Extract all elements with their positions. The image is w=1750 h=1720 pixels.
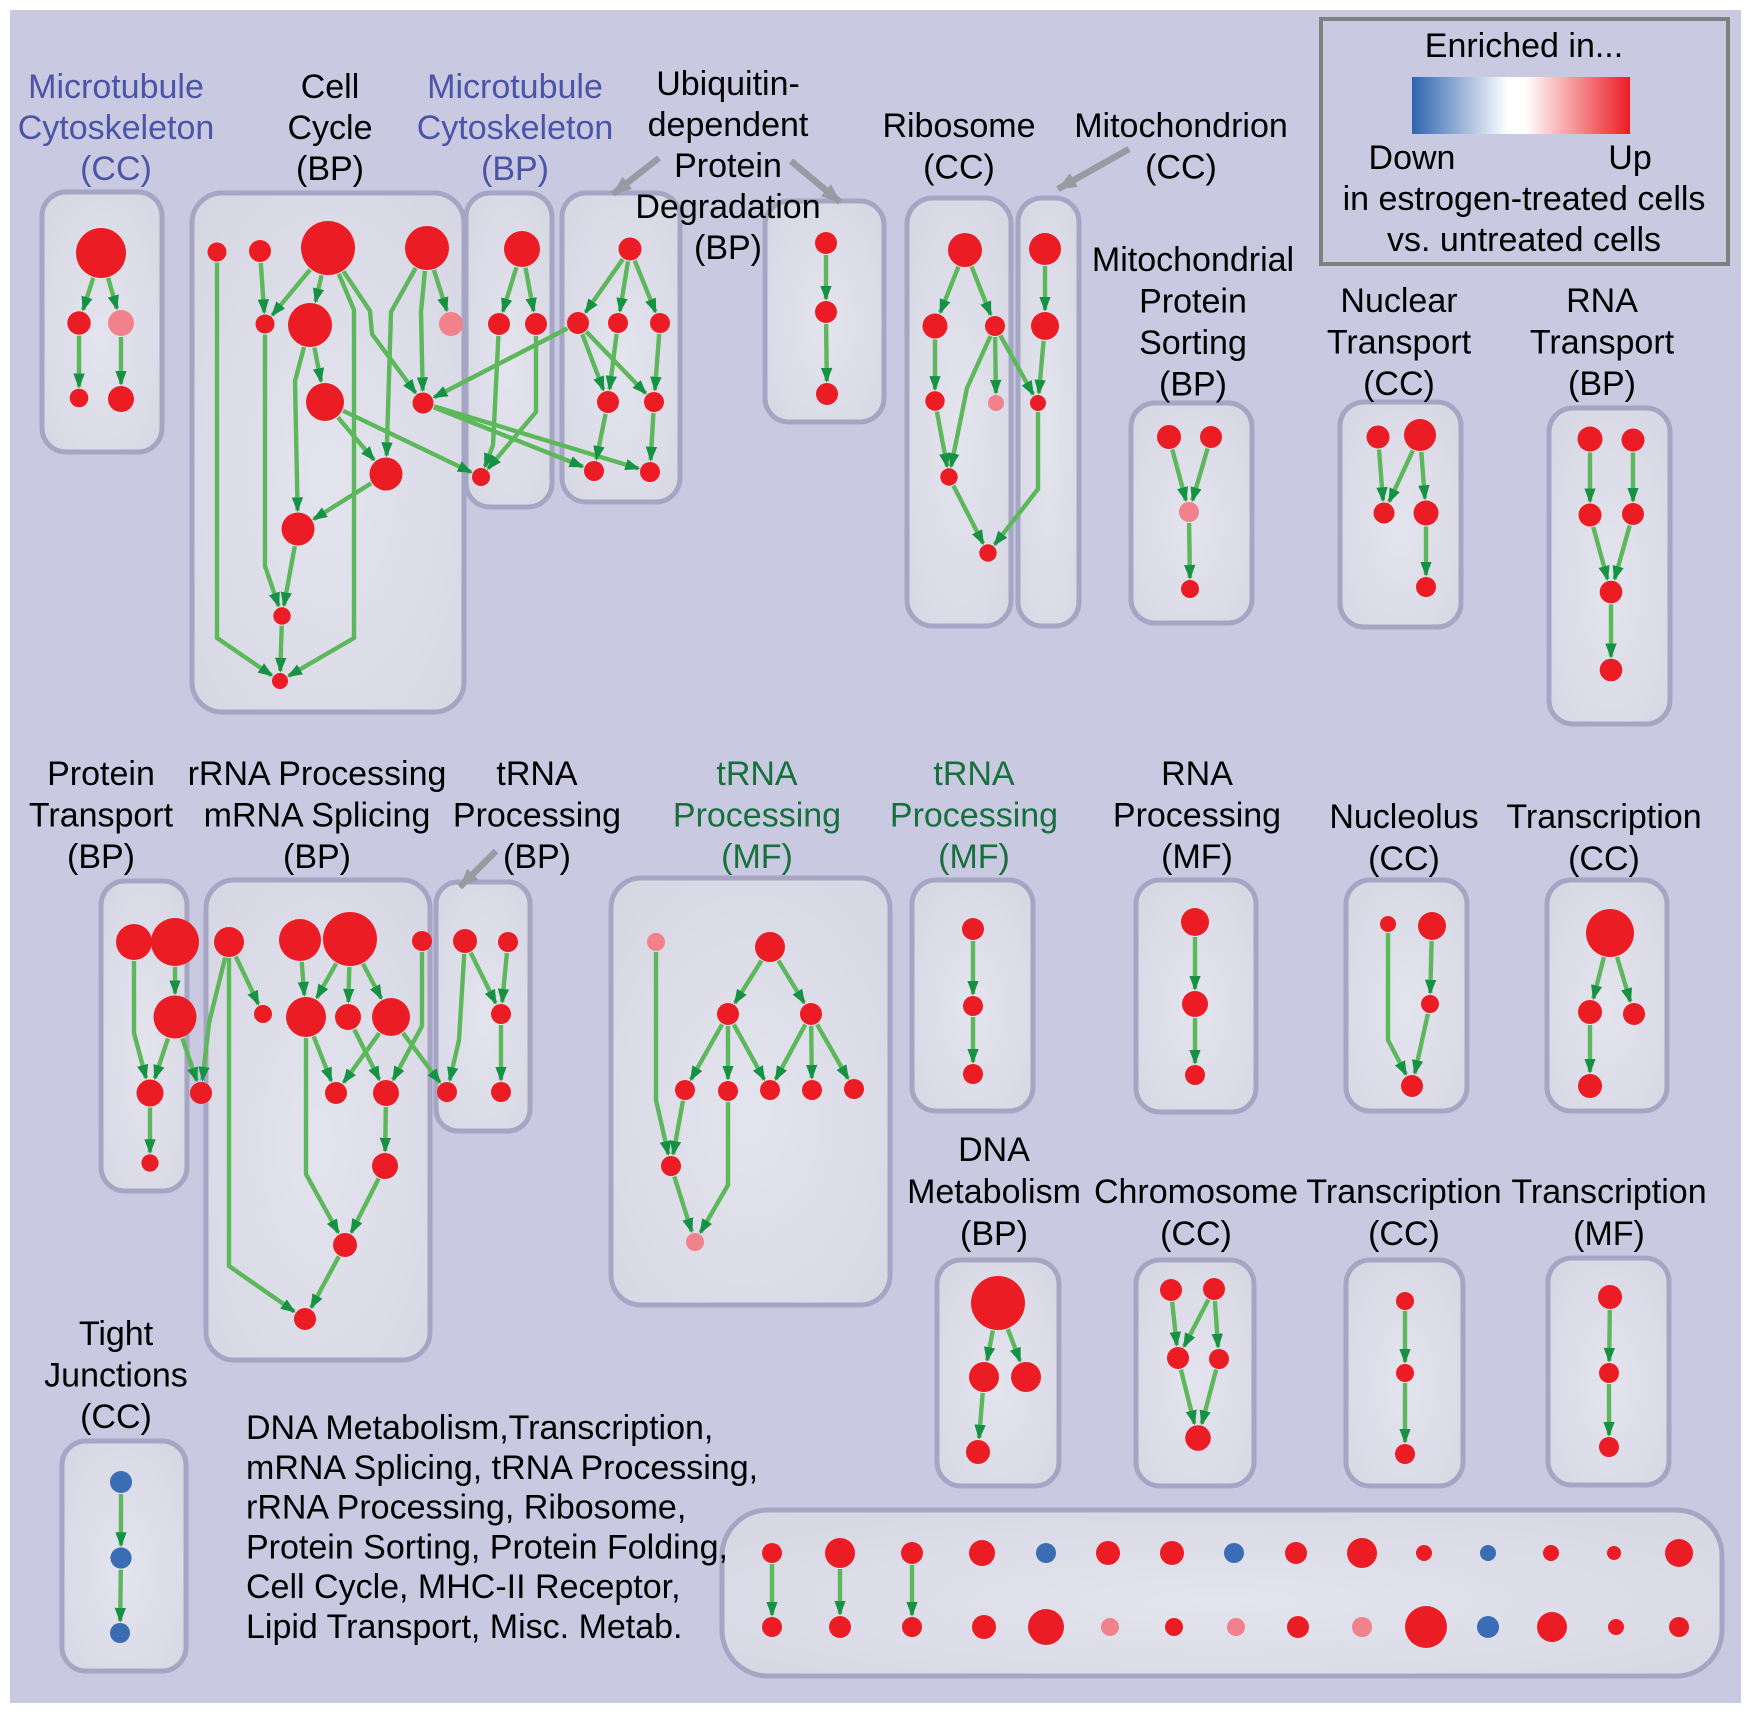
svg-text:RNA: RNA [1161,755,1233,793]
svg-text:Protein: Protein [674,147,782,185]
svg-text:Microtubule: Microtubule [28,68,204,106]
svg-text:(BP): (BP) [694,229,762,267]
svg-text:(CC): (CC) [1145,149,1217,187]
svg-text:Cycle: Cycle [287,109,372,147]
svg-text:Cell: Cell [301,68,360,106]
svg-text:Protein: Protein [1139,283,1247,321]
svg-text:(BP): (BP) [296,150,364,188]
svg-text:Processing: Processing [890,797,1058,835]
svg-text:Transport: Transport [1327,324,1472,362]
svg-text:(BP): (BP) [67,838,135,876]
svg-text:mRNA Splicing, tRNA Processing: mRNA Splicing, tRNA Processing, [246,1449,758,1487]
svg-text:(CC): (CC) [1160,1215,1232,1253]
svg-text:(BP): (BP) [1568,365,1636,403]
svg-text:Processing: Processing [673,797,841,835]
svg-text:Down: Down [1369,139,1456,177]
svg-text:dependent: dependent [648,106,809,144]
svg-text:(BP): (BP) [960,1215,1028,1253]
svg-text:(BP): (BP) [503,838,571,876]
svg-text:(MF): (MF) [721,838,793,876]
svg-text:Ribosome: Ribosome [882,107,1035,145]
svg-text:Nucleolus: Nucleolus [1329,798,1478,836]
svg-text:Chromosome: Chromosome [1094,1173,1298,1211]
svg-text:(CC): (CC) [1368,840,1440,878]
svg-text:(CC): (CC) [1368,1215,1440,1253]
svg-text:in estrogen-treated cells: in estrogen-treated cells [1343,180,1706,218]
svg-text:Mitochondrion: Mitochondrion [1074,107,1288,145]
svg-text:Protein Sorting, Protein Foldi: Protein Sorting, Protein Folding, [246,1528,728,1566]
svg-text:DNA: DNA [958,1131,1030,1169]
svg-text:Ubiquitin-: Ubiquitin- [656,65,800,103]
svg-text:Processing: Processing [453,797,621,835]
svg-text:(CC): (CC) [1363,365,1435,403]
svg-text:Transcription: Transcription [1306,1173,1501,1211]
svg-text:Transport: Transport [1530,324,1675,362]
svg-text:Protein: Protein [47,755,155,793]
svg-text:Mitochondrial: Mitochondrial [1092,241,1294,279]
svg-text:(MF): (MF) [1161,838,1233,876]
svg-text:tRNA: tRNA [496,755,578,793]
svg-text:Transcription: Transcription [1506,798,1701,836]
svg-text:Enriched in...: Enriched in... [1425,27,1623,65]
svg-text:Degradation: Degradation [635,188,820,226]
svg-text:(MF): (MF) [938,838,1010,876]
svg-text:Nuclear: Nuclear [1340,282,1457,320]
svg-text:Up: Up [1608,139,1651,177]
svg-text:tRNA: tRNA [933,755,1015,793]
svg-text:Junctions: Junctions [44,1357,188,1395]
svg-text:(CC): (CC) [923,149,995,187]
svg-text:Tight: Tight [79,1315,154,1353]
svg-text:vs. untreated cells: vs. untreated cells [1387,221,1661,259]
svg-text:Transport: Transport [29,797,174,835]
svg-text:Metabolism: Metabolism [907,1173,1081,1211]
svg-text:(BP): (BP) [283,838,351,876]
svg-text:rRNA Processing: rRNA Processing [188,755,447,793]
svg-text:(MF): (MF) [1573,1215,1645,1253]
svg-text:Transcription: Transcription [1511,1173,1706,1211]
svg-text:tRNA: tRNA [716,755,798,793]
svg-text:(BP): (BP) [1159,366,1227,404]
svg-text:Cytoskeleton: Cytoskeleton [417,109,614,147]
svg-text:RNA: RNA [1566,282,1638,320]
svg-text:(CC): (CC) [80,150,152,188]
svg-text:Processing: Processing [1113,797,1281,835]
svg-text:(BP): (BP) [481,150,549,188]
svg-text:DNA Metabolism,Transcription,: DNA Metabolism,Transcription, [246,1409,713,1447]
svg-text:rRNA Processing, Ribosome,: rRNA Processing, Ribosome, [246,1489,686,1527]
svg-text:(CC): (CC) [1568,840,1640,878]
svg-text:Microtubule: Microtubule [427,68,603,106]
svg-text:mRNA Splicing: mRNA Splicing [204,797,431,835]
svg-text:Cell Cycle, MHC-II Receptor,: Cell Cycle, MHC-II Receptor, [246,1568,681,1606]
svg-text:(CC): (CC) [80,1398,152,1436]
svg-text:Lipid Transport, Misc. Metab.: Lipid Transport, Misc. Metab. [246,1608,683,1646]
svg-text:Cytoskeleton: Cytoskeleton [18,109,215,147]
svg-text:Sorting: Sorting [1139,324,1247,362]
